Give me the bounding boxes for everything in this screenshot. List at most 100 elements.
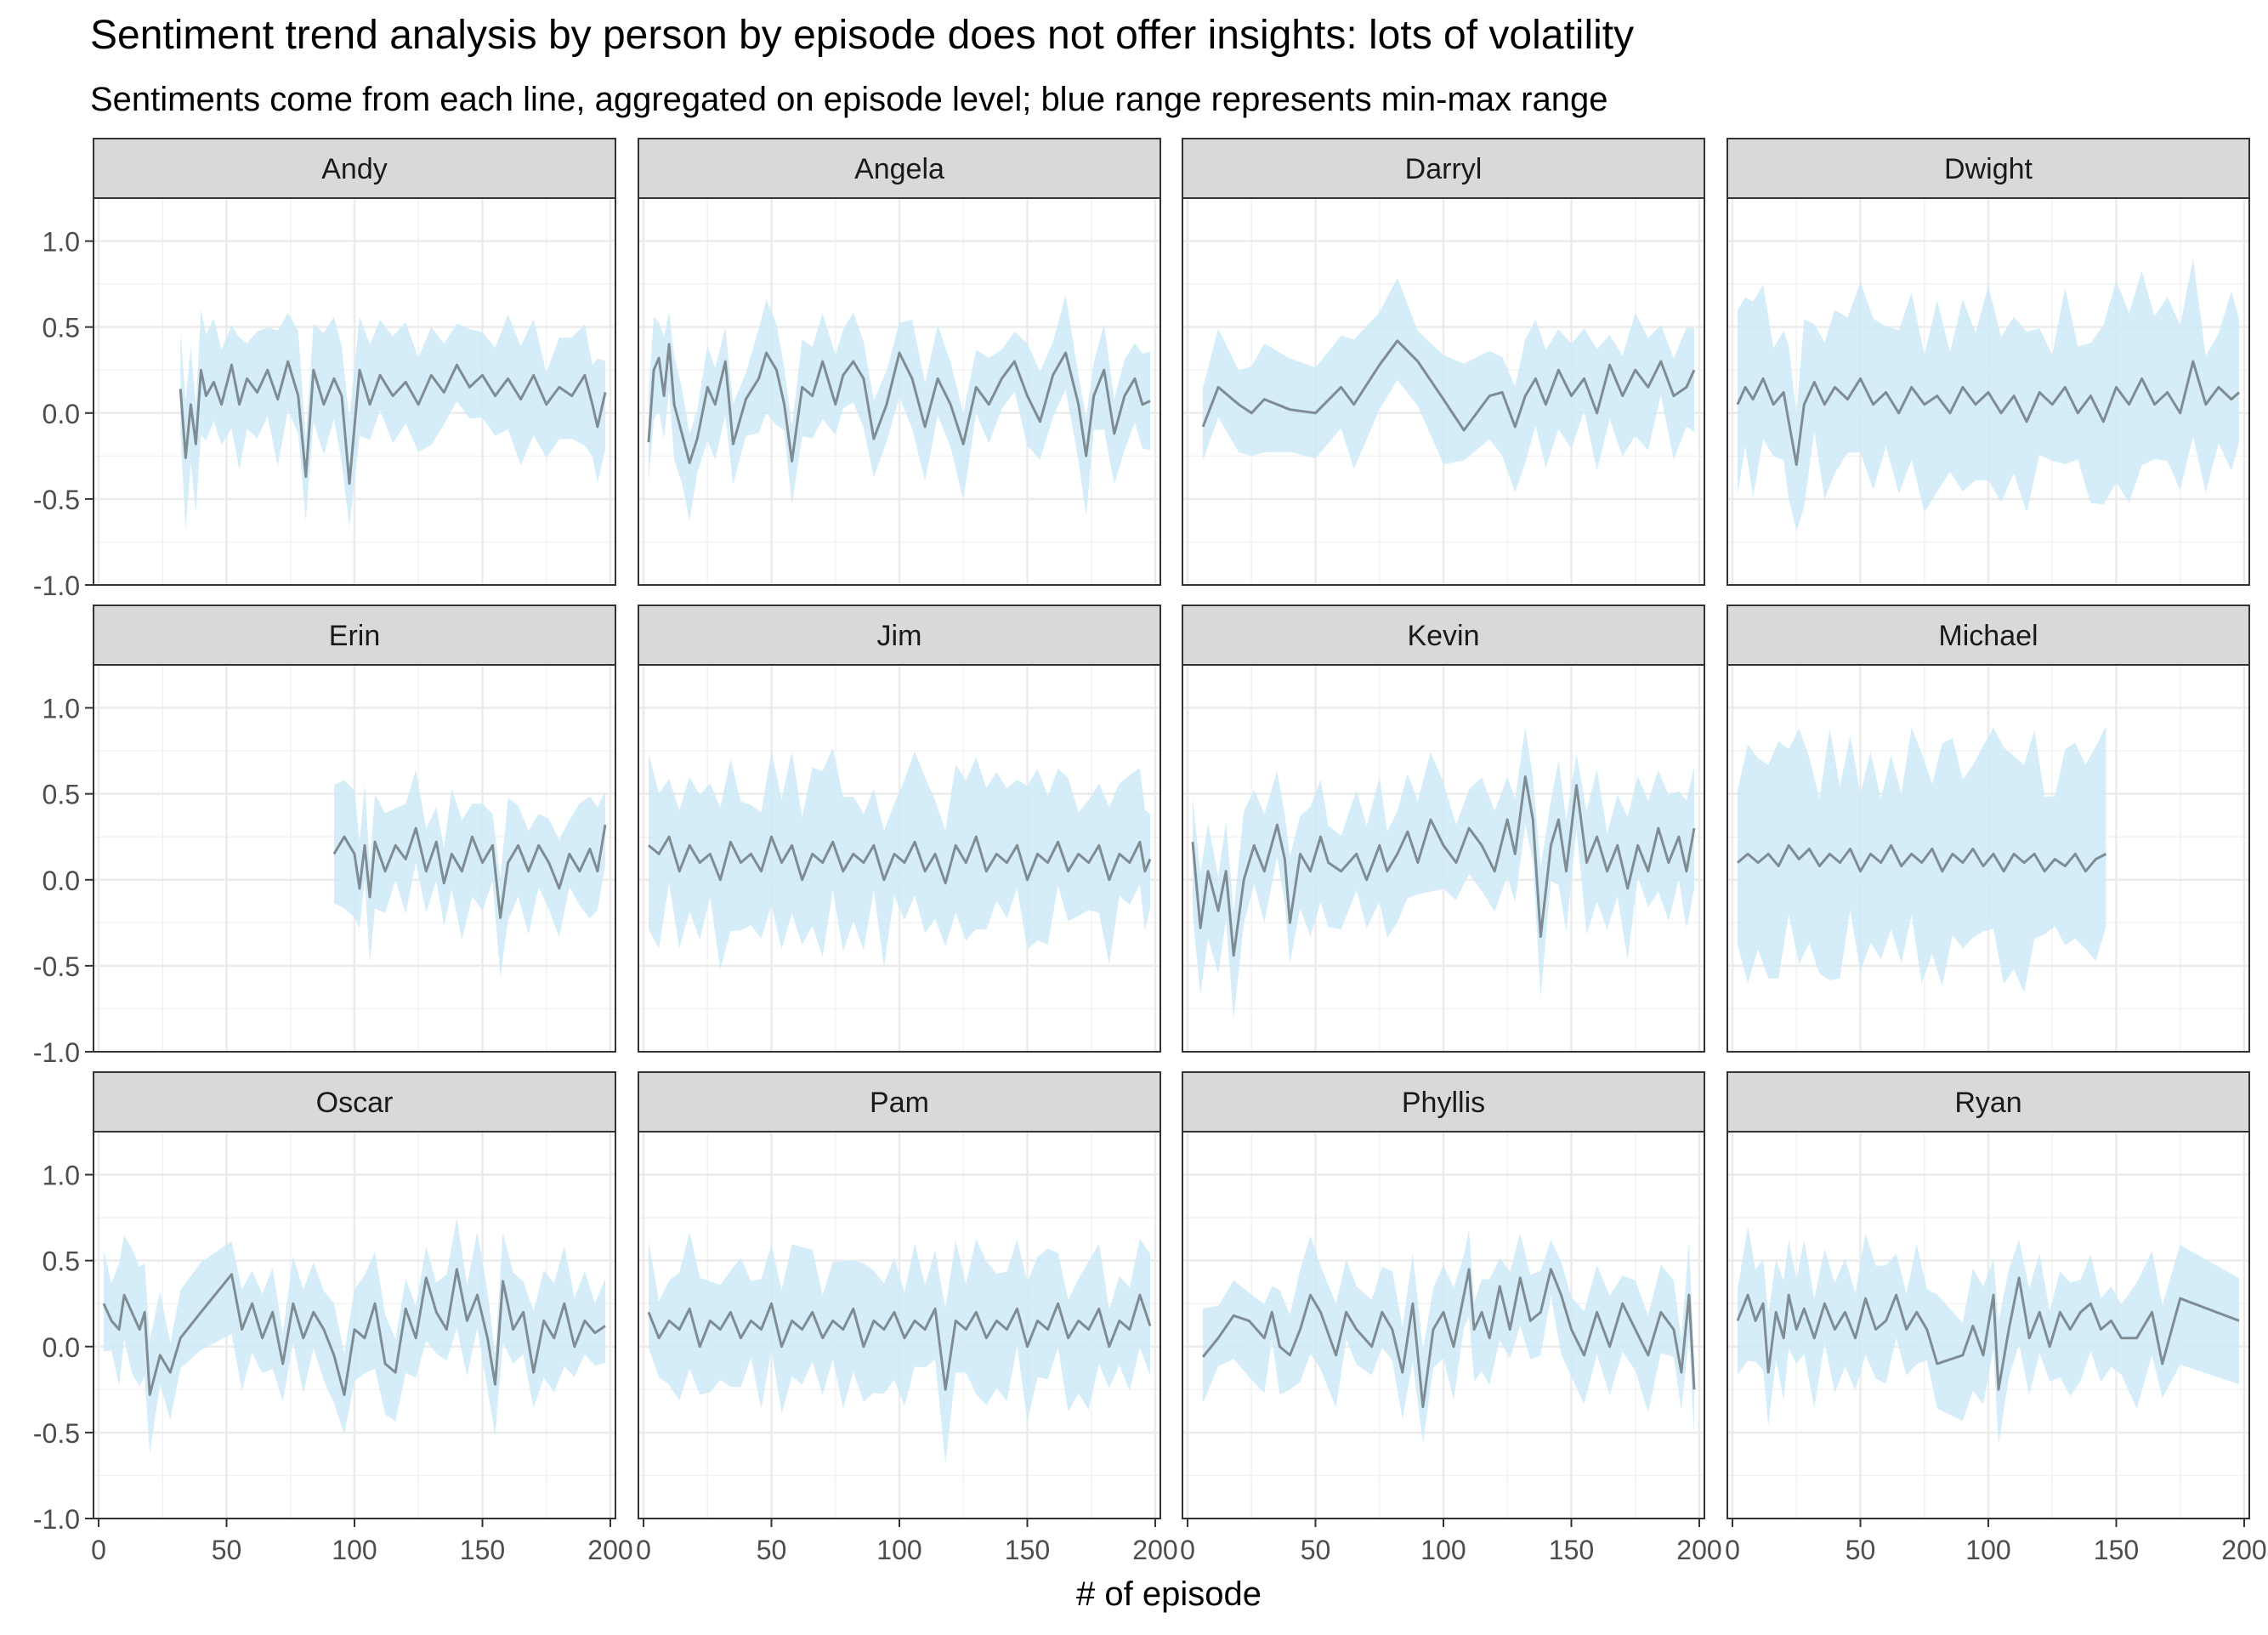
panel-border xyxy=(1182,197,1705,586)
x-tick-label: 50 xyxy=(757,1535,787,1565)
y-tick-label: 1.0 xyxy=(43,1161,80,1191)
sentiment-line xyxy=(1201,339,1696,432)
facet-panel: Oscar -1.0 -0.5 0.0 0.5 1.0 0 50 100 150 200 xyxy=(33,1071,633,1565)
sentiment-line xyxy=(647,343,1151,464)
facet-label: Erin xyxy=(329,620,380,652)
y-tick-label: -1.0 xyxy=(33,1037,80,1068)
facet-strip xyxy=(1727,138,2250,199)
facet-label: Andy xyxy=(321,153,388,185)
facet-strip xyxy=(93,138,616,199)
facet-panel: Angela xyxy=(638,138,1161,587)
min-max-band xyxy=(1203,277,1694,493)
x-tick-label: 0 xyxy=(1725,1535,1740,1565)
sentiment-line xyxy=(1736,1276,2240,1391)
x-tick-label: 100 xyxy=(332,1535,377,1565)
chart-subtitle: Sentiments come from each line, aggregat… xyxy=(90,81,1607,118)
facet-strip xyxy=(638,1071,1161,1133)
facet-label: Oscar xyxy=(316,1087,394,1119)
sentiment-line xyxy=(1736,360,2240,466)
facet-panel: Jim xyxy=(638,605,1161,1053)
x-tick-label: 100 xyxy=(1420,1535,1466,1565)
panel-border xyxy=(1727,664,2250,1053)
y-tick-label: 0.5 xyxy=(43,313,80,343)
y-tick-label: 0.5 xyxy=(43,780,80,810)
facet-label: Ryan xyxy=(1954,1087,2021,1119)
sentiment-line xyxy=(1191,775,1696,957)
facet-panel: Pam 0 50 100 150 200 xyxy=(636,1071,1178,1565)
facet-label: Michael xyxy=(1938,620,2038,652)
facet-strip xyxy=(638,605,1161,666)
y-tick-label: 0.5 xyxy=(43,1246,80,1277)
facet-label: Phyllis xyxy=(1402,1087,1485,1119)
x-tick-label: 150 xyxy=(460,1535,505,1565)
panel-border xyxy=(93,197,616,586)
y-tick-label: 0.0 xyxy=(43,399,80,429)
sentiment-line xyxy=(1737,843,2107,873)
sentiment-line xyxy=(1201,1268,1696,1409)
min-max-band xyxy=(1203,1229,1694,1444)
y-tick-label: -1.0 xyxy=(33,571,80,601)
facet-panel: Dwight xyxy=(1727,138,2250,587)
y-tick-label: -0.5 xyxy=(33,1418,80,1449)
facet-label: Pam xyxy=(870,1087,929,1119)
x-tick-label: 50 xyxy=(1846,1535,1876,1565)
facet-strip xyxy=(1182,1071,1705,1133)
y-tick-label: -1.0 xyxy=(33,1504,80,1535)
facet-panel: Phyllis 0 50 100 150 200 xyxy=(1180,1071,1722,1565)
min-max-band xyxy=(649,1231,1150,1464)
chart-title: Sentiment trend analysis by person by ep… xyxy=(90,13,1634,58)
y-tick-label: 0.0 xyxy=(43,1332,80,1363)
x-tick-label: 200 xyxy=(587,1535,632,1565)
y-tick-label: 1.0 xyxy=(43,227,80,258)
x-tick-label: 100 xyxy=(876,1535,921,1565)
facet-panel: Ryan 0 50 100 150 200 xyxy=(1725,1071,2267,1565)
x-tick-label: 0 xyxy=(636,1535,651,1565)
facet-label: Angela xyxy=(854,153,944,185)
x-tick-label: 100 xyxy=(1965,1535,2010,1565)
min-max-band xyxy=(1738,258,2239,531)
panel-border xyxy=(93,664,616,1053)
facet-label: Dwight xyxy=(1944,153,2033,185)
panel-border xyxy=(638,197,1161,586)
x-tick-label: 0 xyxy=(1180,1535,1195,1565)
facet-panel: Kevin xyxy=(1182,605,1705,1053)
x-tick-label: 150 xyxy=(1005,1535,1050,1565)
y-tick-label: 0.0 xyxy=(43,866,80,896)
x-axis-label: # of episode xyxy=(1076,1575,1262,1613)
facet-strip xyxy=(638,138,1161,199)
panel-border xyxy=(1182,664,1705,1053)
facet-strip xyxy=(1727,605,2250,666)
x-tick-label: 50 xyxy=(212,1535,242,1565)
facet-panel: Erin -1.0 -0.5 0.0 0.5 1.0 xyxy=(33,605,616,1068)
panel-border xyxy=(1727,197,2250,586)
x-tick-label: 150 xyxy=(2094,1535,2139,1565)
sentiment-line xyxy=(179,360,607,485)
facet-label: Kevin xyxy=(1407,620,1479,652)
x-tick-label: 50 xyxy=(1301,1535,1331,1565)
facet-panel: Andy -1.0 -0.5 0.0 0.5 1.0 xyxy=(33,138,616,601)
facet-grid: Andy -1.0 -0.5 0.0 0.5 1.0 Angela Darryl Dwight E… xyxy=(33,138,2267,1565)
y-tick-label: -0.5 xyxy=(33,485,80,515)
min-max-band xyxy=(333,769,605,978)
x-tick-label: 150 xyxy=(1549,1535,1594,1565)
min-max-band xyxy=(1193,727,1694,1019)
min-max-band xyxy=(1738,725,2106,993)
sentiment-line xyxy=(648,835,1152,885)
facet-label: Darryl xyxy=(1405,153,1483,185)
x-tick-label: 0 xyxy=(91,1535,106,1565)
sentiment-line xyxy=(332,824,607,919)
x-tick-label: 200 xyxy=(2221,1535,2266,1565)
panel-border xyxy=(638,664,1161,1053)
x-tick-label: 200 xyxy=(1676,1535,1721,1565)
sentiment-line xyxy=(647,1293,1152,1391)
facet-strip xyxy=(1182,605,1705,666)
x-tick-label: 200 xyxy=(1132,1535,1177,1565)
min-max-band xyxy=(1738,1226,2239,1445)
facet-label: Jim xyxy=(877,620,922,652)
facet-panel: Michael xyxy=(1727,605,2250,1053)
y-tick-label: -0.5 xyxy=(33,951,80,982)
min-max-band xyxy=(649,295,1150,521)
y-tick-label: 1.0 xyxy=(43,694,80,724)
